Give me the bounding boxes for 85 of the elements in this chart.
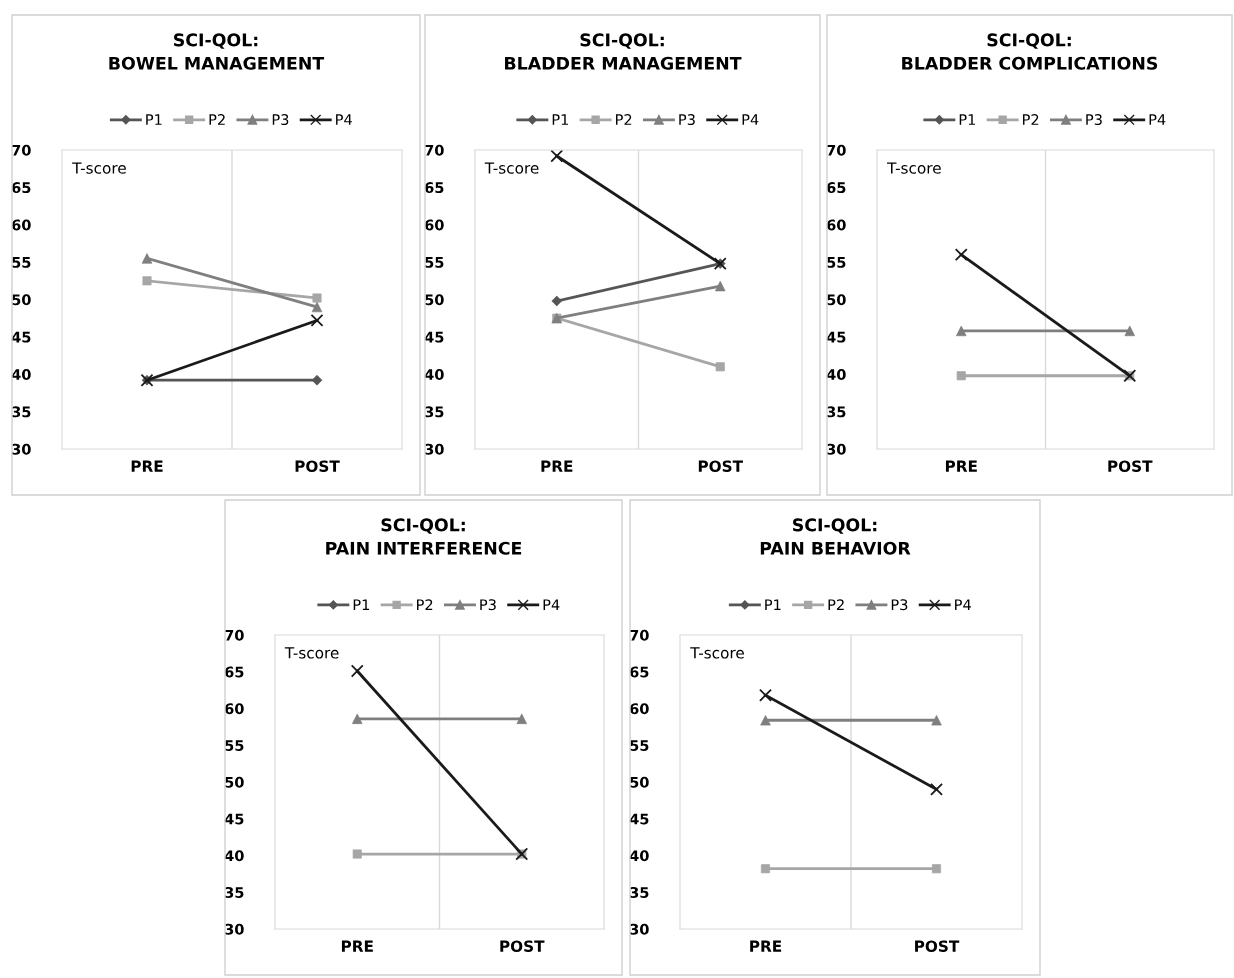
- y-tick-label: 55: [225, 740, 244, 751]
- legend-label: P3: [480, 599, 496, 611]
- y-tick-label: 45: [11, 331, 31, 343]
- legend-label: P2: [828, 599, 844, 611]
- y-tick-label: 50: [225, 776, 244, 788]
- y-axis-title: T-score: [484, 162, 539, 174]
- legend-label: P2: [616, 114, 632, 125]
- legend-label: P1: [353, 599, 370, 611]
- y-tick-label: 65: [425, 182, 444, 194]
- legend-label: P1: [146, 114, 162, 125]
- y-tick-label: 65: [225, 666, 244, 678]
- y-tick-label: 55: [425, 257, 444, 268]
- y-tick-label: 35: [12, 406, 31, 418]
- x-tick-label: PRE: [945, 460, 977, 472]
- y-tick-label: 40: [224, 850, 244, 862]
- y-tick-label: 50: [827, 294, 846, 306]
- legend-label: P1: [765, 599, 781, 611]
- y-tick-label: 45: [224, 813, 244, 825]
- chart-title: SCI-QOL: BLADDER COMPLICATIONS: [902, 33, 1158, 70]
- y-tick-label: 70: [12, 144, 31, 156]
- y-tick-label: 50: [12, 294, 31, 306]
- x-tick-label: PRE: [541, 460, 573, 472]
- y-tick-label: 35: [827, 406, 846, 418]
- x-tick-label: POST: [915, 940, 960, 952]
- y-axis-title: T-score: [284, 647, 339, 659]
- y-tick-label: 55: [12, 257, 31, 268]
- y-tick-label: 40: [11, 368, 31, 380]
- legend-label: P3: [1086, 114, 1102, 126]
- y-tick-label: 30: [827, 443, 846, 455]
- legend-label: P1: [552, 114, 569, 125]
- y-tick-label: 35: [225, 886, 244, 898]
- legend-label: P4: [955, 599, 971, 611]
- chart-title: SCI-QOL: BOWEL MANAGEMENT: [109, 33, 325, 70]
- x-tick-label: POST: [500, 940, 545, 952]
- y-axis-title: T-score: [72, 162, 126, 174]
- y-tick-label: 45: [629, 813, 649, 825]
- legend-label: P1: [959, 114, 976, 125]
- chart-title: SCI-QOL: PAIN INTERFERENCE: [326, 518, 522, 555]
- y-tick-label: 70: [827, 144, 846, 156]
- y-tick-label: 30: [225, 923, 244, 935]
- y-axis-title: T-score: [690, 647, 744, 659]
- legend-label: P4: [336, 114, 352, 125]
- legend-label: P3: [679, 114, 695, 126]
- y-tick-label: 60: [425, 219, 444, 231]
- y-tick-label: 65: [827, 182, 846, 194]
- y-tick-label: 65: [12, 182, 31, 194]
- y-tick-label: 70: [630, 629, 649, 641]
- y-tick-label: 40: [424, 368, 444, 380]
- x-tick-label: POST: [698, 460, 743, 472]
- x-tick-label: POST: [295, 460, 340, 472]
- y-tick-label: 35: [425, 406, 444, 418]
- y-tick-label: 70: [225, 629, 244, 641]
- y-tick-label: 30: [425, 443, 444, 455]
- y-tick-label: 55: [630, 740, 649, 751]
- legend-label: P2: [1023, 114, 1039, 125]
- x-tick-label: PRE: [750, 940, 782, 952]
- y-tick-label: 60: [630, 703, 649, 715]
- y-tick-label: 60: [827, 219, 846, 231]
- legend-label: P3: [891, 599, 908, 611]
- chart-title: SCI-QOL: BLADDER MANAGEMENT: [505, 33, 742, 70]
- y-tick-label: 60: [225, 703, 244, 715]
- x-tick-label: PRE: [341, 940, 373, 952]
- y-tick-label: 45: [826, 331, 846, 343]
- y-tick-label: 70: [425, 144, 444, 156]
- legend-label: P4: [742, 114, 759, 125]
- y-tick-label: 50: [425, 294, 444, 306]
- legend-label: P3: [272, 114, 289, 126]
- y-tick-label: 40: [826, 368, 846, 380]
- y-tick-label: 55: [827, 257, 846, 268]
- legend-label: P4: [1149, 114, 1166, 125]
- y-axis-title: T-score: [887, 162, 941, 174]
- y-tick-label: 60: [12, 219, 31, 231]
- y-tick-label: 65: [630, 666, 649, 678]
- x-tick-label: PRE: [131, 460, 163, 472]
- x-tick-label: POST: [1108, 460, 1153, 472]
- chart-title: SCI-QOL: PAIN BEHAVIOR: [760, 518, 911, 555]
- legend-label: P4: [543, 599, 560, 611]
- y-tick-label: 45: [424, 331, 444, 343]
- legend-label: P2: [417, 599, 433, 611]
- y-tick-label: 35: [630, 886, 649, 898]
- y-tick-label: 30: [12, 443, 31, 455]
- y-tick-label: 40: [629, 850, 649, 862]
- y-tick-label: 50: [630, 776, 649, 788]
- y-tick-label: 30: [630, 923, 649, 935]
- legend-label: P2: [209, 114, 225, 125]
